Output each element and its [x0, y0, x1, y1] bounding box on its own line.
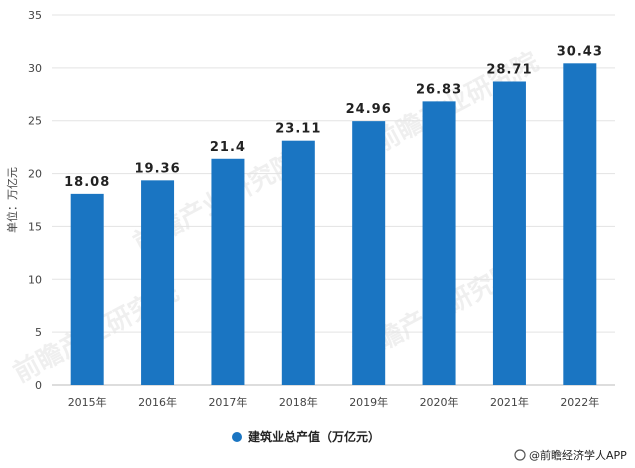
- x-tick-label: 2022年: [560, 395, 599, 409]
- x-tick-label: 2017年: [208, 395, 247, 409]
- bar-value-label: 28.71: [486, 62, 532, 77]
- bar: [352, 121, 386, 385]
- bar-value-label: 23.11: [275, 122, 321, 137]
- credit-icon: [514, 449, 526, 461]
- x-tick-label: 2015年: [68, 395, 107, 409]
- y-axis-ticks: 0 5 10 15 20 25 30 35: [28, 9, 42, 392]
- x-tick-label: 2016年: [138, 395, 177, 409]
- bar-value-label: 19.36: [135, 161, 181, 176]
- y-tick-label: 35: [28, 9, 42, 22]
- legend-label: 建筑业总产值（万亿元）: [247, 429, 380, 444]
- y-axis-title: 单位：万亿元: [5, 167, 19, 233]
- y-tick-label: 20: [28, 168, 42, 181]
- bar: [141, 180, 175, 385]
- x-tick-label: 2021年: [490, 395, 529, 409]
- y-tick-label: 30: [28, 62, 42, 75]
- y-tick-label: 10: [28, 273, 42, 286]
- bars: [70, 63, 597, 386]
- y-tick-label: 5: [35, 326, 42, 339]
- bar-value-label: 18.08: [64, 175, 110, 190]
- bar: [70, 193, 104, 385]
- bar: [211, 158, 245, 385]
- credit-text: @前瞻经济学人APP: [529, 448, 627, 462]
- x-tick-label: 2020年: [420, 395, 459, 409]
- y-tick-label: 25: [28, 115, 42, 128]
- y-tick-label: 0: [35, 379, 42, 392]
- x-tick-label: 2019年: [349, 395, 388, 409]
- bar-value-label: 21.4: [210, 140, 246, 155]
- bar: [563, 63, 597, 385]
- bar-value-label: 26.83: [416, 82, 462, 97]
- bar-value-label: 30.43: [557, 44, 603, 59]
- x-axis-ticks: 2015年 2016年 2017年 2018年 2019年 2020年 2021年 2022年: [68, 395, 600, 409]
- bar: [422, 101, 456, 386]
- credit: @前瞻经济学人APP: [514, 448, 627, 462]
- bar: [492, 81, 526, 385]
- data-labels: 18.08 19.36 21.4 23.11 24.96 26.83 28.71 30.43: [64, 44, 603, 190]
- x-tick-label: 2018年: [279, 395, 318, 409]
- bar-value-label: 24.96: [346, 102, 392, 117]
- legend-marker: [232, 432, 242, 442]
- legend: 建筑业总产值（万亿元）: [232, 429, 380, 444]
- bar: [281, 140, 315, 385]
- y-tick-label: 15: [28, 220, 42, 233]
